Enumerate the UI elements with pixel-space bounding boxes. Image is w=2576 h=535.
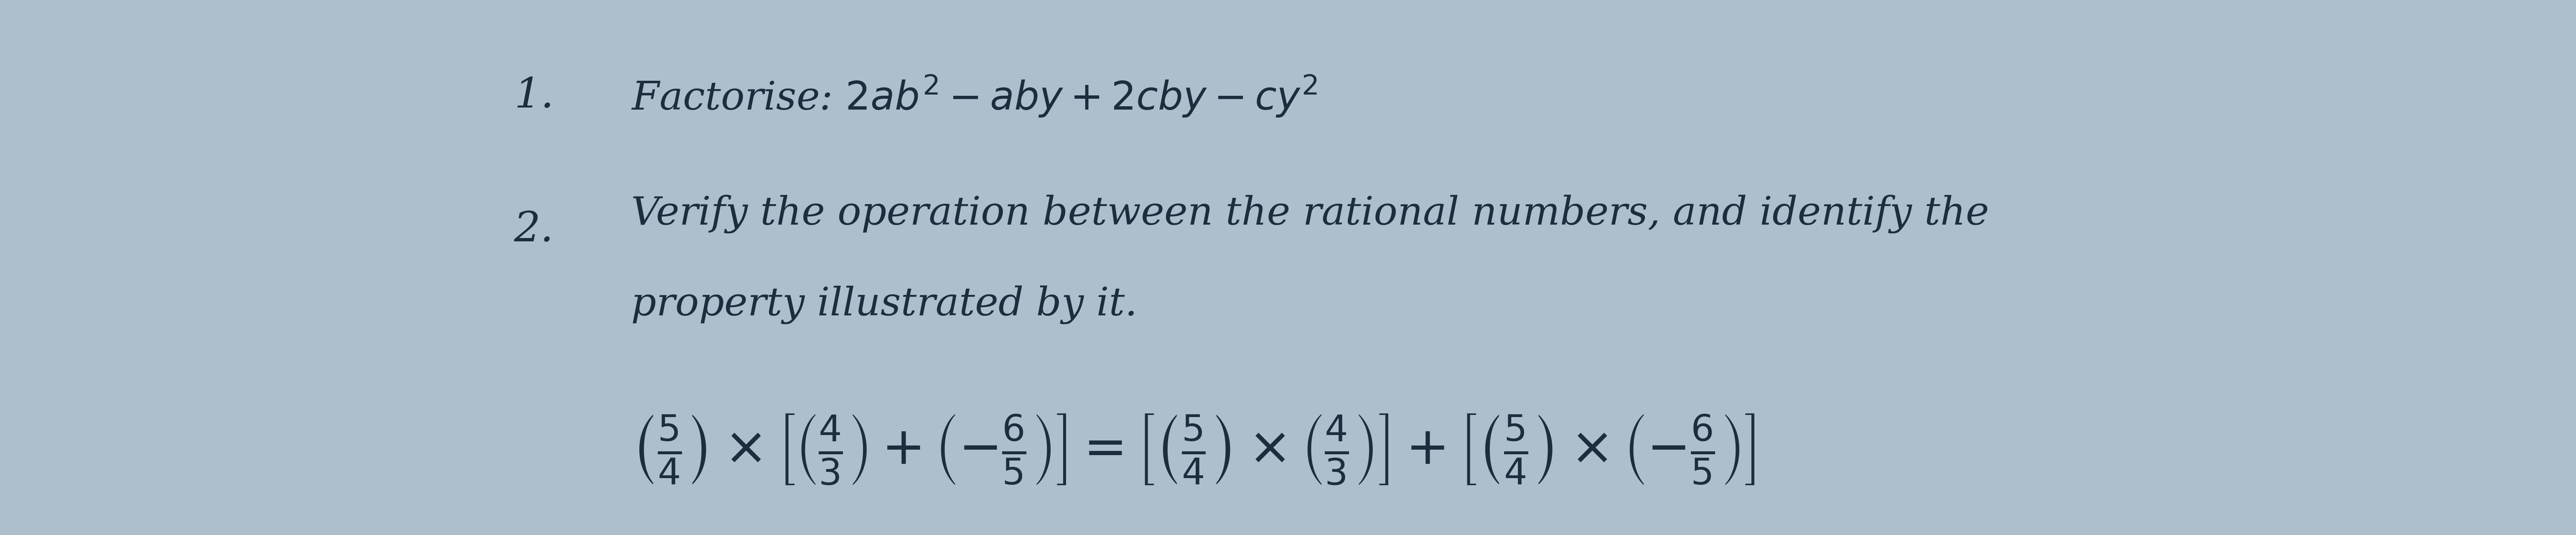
Text: Verify the operation between the rational numbers, and identify the: Verify the operation between the rationa… bbox=[631, 195, 1989, 233]
Text: 2.: 2. bbox=[515, 210, 554, 250]
Text: Factorise: $2ab^2 - aby + 2cby - cy^2$: Factorise: $2ab^2 - aby + 2cby - cy^2$ bbox=[631, 74, 1316, 119]
Text: property illustrated by it.: property illustrated by it. bbox=[631, 286, 1139, 324]
Text: 1.: 1. bbox=[515, 77, 554, 116]
Text: $\left(\frac{5}{4}\right)\times\left[\left(\frac{4}{3}\right)+\left(-\frac{6}{5}: $\left(\frac{5}{4}\right)\times\left[\le… bbox=[631, 412, 1754, 486]
